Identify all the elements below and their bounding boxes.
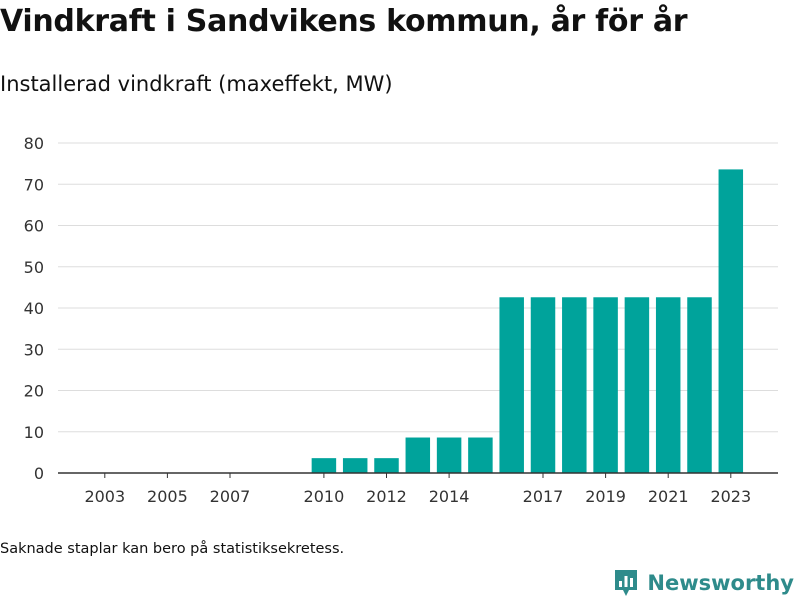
bar-2021: [655, 297, 681, 473]
x-tick-label: 2012: [366, 487, 407, 506]
y-tick-label: 20: [24, 382, 44, 401]
chart-title: Vindkraft i Sandvikens kommun, år för år: [0, 4, 688, 39]
bar-2010: [311, 458, 337, 473]
footnote: Saknade staplar kan bero på statistiksek…: [0, 541, 345, 557]
x-tick-label: 2003: [84, 487, 125, 506]
y-tick-label: 50: [24, 258, 44, 277]
bar-2011: [342, 458, 368, 473]
bar-2022: [687, 297, 712, 473]
bar-2016: [499, 297, 524, 473]
y-tick-label: 30: [24, 340, 44, 359]
bars: [311, 169, 744, 473]
bar-2017: [530, 297, 556, 473]
y-tick-label: 80: [24, 134, 44, 153]
brand-name: Newsworthy: [647, 571, 794, 595]
x-axis-ticks: 2003 2005 2007 2010 2012 2014 2017 2019 2021 2023: [84, 473, 751, 506]
bar-2018: [562, 297, 587, 473]
x-tick-label: 2021: [648, 487, 689, 506]
bar-2023: [718, 169, 744, 473]
bar-2012: [374, 458, 399, 473]
x-tick-label: 2014: [429, 487, 470, 506]
y-tick-label: 60: [24, 217, 44, 236]
bar-2013: [405, 437, 431, 473]
y-tick-label: 40: [24, 299, 44, 318]
chart-subtitle: Installerad vindkraft (maxeffekt, MW): [0, 72, 393, 96]
x-tick-label: 2023: [710, 487, 751, 506]
x-tick-label: 2007: [210, 487, 251, 506]
y-tick-label: 0: [34, 464, 44, 483]
bar-2020: [624, 297, 650, 473]
bar-2014: [436, 437, 462, 473]
y-tick-label: 70: [24, 175, 44, 194]
y-axis-ticks: 0 10 20 30 40 50 60 70 80: [24, 134, 44, 483]
brand-logo[interactable]: Newsworthy: [613, 568, 794, 598]
x-tick-label: 2019: [585, 487, 626, 506]
y-tick-label: 10: [24, 423, 44, 442]
x-tick-label: 2010: [304, 487, 345, 506]
newsworthy-logo-icon: [615, 570, 638, 596]
x-tick-label: 2017: [523, 487, 564, 506]
x-tick-label: 2005: [147, 487, 188, 506]
bar-2015: [468, 437, 493, 473]
bar-2019: [593, 297, 618, 473]
